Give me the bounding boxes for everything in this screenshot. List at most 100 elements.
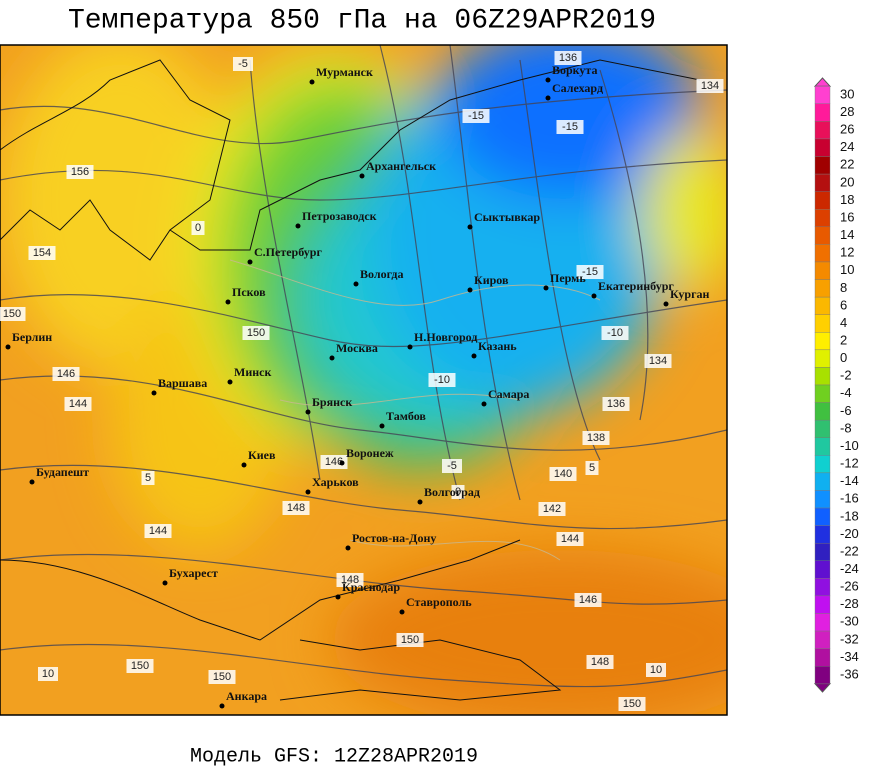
- contour-label-box: [556, 532, 584, 546]
- colorbar-cell: [814, 542, 831, 561]
- city-label: Ставрополь: [406, 595, 472, 609]
- colorbar-cell: [814, 261, 831, 280]
- map: [0, 45, 727, 715]
- colorbar-tick-label: -18: [840, 508, 859, 523]
- colorbar-cell: [814, 314, 831, 333]
- city-label: Сыктывкар: [474, 210, 540, 224]
- contour-label-box: [0, 307, 26, 321]
- contour-label-box: [336, 573, 364, 587]
- city-dot: [345, 545, 351, 551]
- city-dot: [407, 344, 413, 350]
- colorbar-cell: [814, 279, 831, 298]
- city-dot: [329, 355, 335, 361]
- colorbar-cell: [814, 349, 831, 368]
- colorbar-tick-label: 0: [840, 350, 847, 365]
- city-label: Киров: [474, 273, 509, 287]
- colorbar-cell: [814, 472, 831, 491]
- title: Температура 850 гПа на 06Z29APR2019: [68, 5, 656, 36]
- city-label: Варшава: [158, 376, 207, 390]
- colorbar-tick-label: -16: [840, 491, 859, 506]
- contour-label: 5: [589, 462, 595, 474]
- colorbar-tick-label: -32: [840, 631, 859, 646]
- city-dot: [663, 301, 669, 307]
- city-dot: [225, 299, 231, 305]
- colorbar-tick-label: 10: [840, 262, 854, 277]
- city-label: Тамбов: [386, 409, 426, 423]
- city-dot: [339, 460, 345, 466]
- overlay: 1361341561541501501461441461481441481501…: [0, 51, 859, 711]
- contour-label: 10: [650, 664, 662, 676]
- city-label: Архангельск: [366, 159, 436, 173]
- contour-label: 146: [579, 594, 597, 606]
- contour-label-box: [126, 659, 154, 673]
- contour-label: 146: [325, 456, 343, 468]
- contour-label: 150: [213, 671, 231, 683]
- colorbar-tick-label: 28: [840, 104, 854, 119]
- contour-label-box: [586, 655, 614, 669]
- contour-label: 138: [587, 432, 605, 444]
- colorbar-tick-label: 2: [840, 332, 847, 347]
- colorbar-cell: [814, 156, 831, 175]
- contour-label-box: [451, 485, 465, 499]
- contour-label-box: [538, 502, 566, 516]
- contour-label: 148: [341, 574, 359, 586]
- city-label: Киев: [248, 448, 276, 462]
- city-label: Брянск: [312, 395, 352, 409]
- colorbar-cell: [814, 138, 831, 157]
- contour-label-box: [141, 471, 155, 485]
- colorbar-tick-label: -26: [840, 579, 859, 594]
- contour-label: -5: [238, 58, 248, 70]
- contour-label: 5: [145, 472, 151, 484]
- colorbar-tick-label: 22: [840, 157, 854, 172]
- contour-label: -5: [447, 460, 457, 472]
- contour-label-box: [574, 593, 602, 607]
- colorbar-tick-label: -34: [840, 649, 859, 664]
- contour-label: 144: [561, 533, 579, 545]
- contour-label: 150: [3, 308, 21, 320]
- colorbar-tick-label: -14: [840, 473, 859, 488]
- contour-label-box: [38, 667, 58, 681]
- city-label: Самара: [488, 387, 529, 401]
- contour-label-box: [233, 57, 253, 71]
- colorbar-tick-label: -6: [840, 403, 852, 418]
- city-label: Пермь: [550, 271, 586, 285]
- city-label: Вологда: [360, 267, 404, 281]
- colorbar-cell: [814, 419, 831, 438]
- city-dot: [399, 609, 405, 615]
- city-label: Москва: [336, 341, 378, 355]
- colorbar-cell: [814, 103, 831, 122]
- contour-label-box: [644, 354, 672, 368]
- colorbar-cell: [814, 507, 831, 526]
- colorbar-tick-label: -20: [840, 526, 859, 541]
- colorbar-tick-label: 24: [840, 139, 854, 154]
- colorbar-tick-label: -12: [840, 456, 859, 471]
- contour-label-box: [554, 51, 582, 65]
- colorbar-cell: [814, 666, 831, 684]
- colorbar-tick-label: 18: [840, 192, 854, 207]
- contour-label: 154: [33, 247, 51, 259]
- contour-label-box: [242, 326, 270, 340]
- contour-label: -10: [434, 374, 450, 386]
- city-label: С.Петербург: [254, 245, 322, 259]
- city-dot: [309, 79, 315, 85]
- colorbar-tick-label: 26: [840, 122, 854, 137]
- colorbar-cell: [814, 384, 831, 403]
- city-dot: [335, 594, 341, 600]
- colorbar-cell: [814, 437, 831, 456]
- contour-label-box: [556, 120, 584, 134]
- colorbar-tick-label: 16: [840, 209, 854, 224]
- colorbar-cell: [814, 455, 831, 474]
- contour-label-box: [646, 663, 666, 677]
- city-dot: [305, 489, 311, 495]
- city-label: Казань: [478, 339, 517, 353]
- contour-label-box: [696, 79, 724, 93]
- colorbar-tick-label: -8: [840, 420, 852, 435]
- city-label: Берлин: [12, 330, 52, 344]
- city-dot: [471, 353, 477, 359]
- colorbar-cell: [814, 209, 831, 228]
- colorbar-cell: [814, 578, 831, 597]
- city-dot: [5, 344, 11, 350]
- contour-label: 136: [559, 52, 577, 64]
- colorbar-tick-label: 20: [840, 174, 854, 189]
- city-dot: [305, 409, 311, 415]
